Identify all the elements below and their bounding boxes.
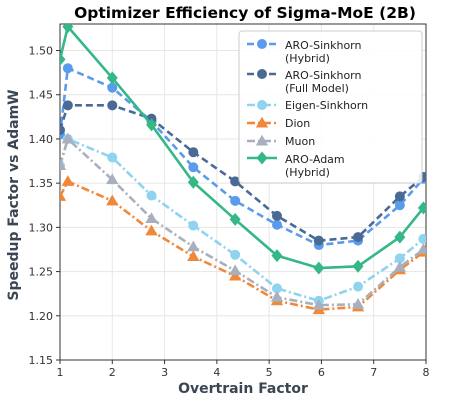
- legend-item-eigen-sinkhorn: Eigen-Sinkhorn: [247, 99, 368, 112]
- data-point: [60, 159, 67, 170]
- legend-box: [238, 30, 423, 184]
- data-point: [61, 175, 75, 186]
- x-tick-label: 3: [161, 366, 168, 379]
- legend: ARO-Sinkhorn (Hybrid) ARO-Sinkhorn (Full Mo…: [238, 30, 423, 184]
- data-point: [353, 281, 364, 292]
- data-point: [145, 212, 158, 224]
- legend-label: ARO-Sinkhorn (Hybrid): [285, 39, 362, 65]
- x-tick-label: 2: [109, 366, 116, 379]
- series-muon: [60, 132, 426, 310]
- data-point: [107, 152, 118, 163]
- data-point: [107, 100, 118, 111]
- y-tick-label: 1.40: [29, 133, 54, 146]
- chart-title: Optimizer Efficiency of Sigma-MoE (2B): [74, 4, 416, 22]
- data-point: [187, 175, 199, 189]
- legend-marker: [255, 134, 269, 146]
- data-point: [60, 125, 65, 136]
- legend-marker: [256, 151, 268, 165]
- series-line: [60, 104, 425, 242]
- data-point: [106, 71, 118, 85]
- legend-marker: [257, 39, 267, 49]
- legend-label: ARO-Adam (Hybrid): [285, 153, 345, 179]
- data-point: [417, 201, 426, 215]
- y-tick-label: 1.30: [29, 221, 54, 234]
- data-point: [270, 290, 284, 302]
- y-axis-ticks: 1.15 1.20 1.25 1.30 1.35 1.40 1.45 1.50: [29, 45, 60, 367]
- data-point: [353, 232, 364, 243]
- data-point: [60, 52, 66, 66]
- data-point: [188, 147, 199, 158]
- data-point: [313, 235, 324, 246]
- legend-marker: [257, 69, 267, 79]
- y-tick-label: 1.45: [29, 89, 54, 102]
- x-tick-label: 1: [57, 366, 64, 379]
- y-tick-label: 1.15: [29, 354, 54, 367]
- series-line: [60, 66, 425, 247]
- data-point: [230, 195, 241, 206]
- data-point: [228, 264, 242, 276]
- y-tick-label: 1.35: [29, 177, 54, 190]
- data-point: [62, 24, 74, 34]
- y-axis-title: Speedup Factor vs AdamW: [6, 89, 22, 300]
- data-point: [145, 118, 158, 132]
- data-point: [106, 194, 119, 206]
- data-point: [228, 269, 242, 281]
- data-point: [312, 298, 325, 310]
- legend-label: Dion: [285, 117, 310, 130]
- series-layer: [60, 24, 426, 315]
- data-point: [394, 200, 405, 211]
- data-point: [271, 210, 282, 221]
- y-tick-label: 1.20: [29, 310, 54, 323]
- x-axis-title: Overtrain Factor: [178, 381, 308, 397]
- data-point: [188, 162, 199, 173]
- x-tick-label: 5: [266, 366, 273, 379]
- data-point: [146, 190, 157, 201]
- legend-item-aro-sinkhorn-hybrid: ARO-Sinkhorn (Hybrid): [247, 39, 362, 65]
- data-point: [62, 63, 73, 74]
- data-point: [352, 259, 364, 273]
- legend-label: Eigen-Sinkhorn: [285, 99, 368, 112]
- series-line: [60, 137, 425, 303]
- data-point: [187, 240, 200, 252]
- data-point: [107, 82, 118, 93]
- legend-item-muon: Muon: [247, 134, 315, 148]
- x-tick-label: 8: [423, 366, 430, 379]
- legend-marker: [255, 116, 269, 128]
- data-point: [188, 220, 199, 231]
- y-tick-label: 1.25: [29, 266, 54, 279]
- data-point: [230, 249, 241, 260]
- data-point: [187, 250, 200, 262]
- data-point: [60, 190, 67, 201]
- data-point: [61, 132, 75, 144]
- data-point: [313, 261, 325, 275]
- data-point: [271, 219, 282, 230]
- data-point: [62, 100, 73, 111]
- y-tick-label: 1.50: [29, 45, 54, 58]
- data-point: [418, 233, 426, 244]
- series-aro-adam-hybrid: [60, 24, 426, 275]
- legend-marker: [257, 100, 267, 110]
- data-point: [230, 176, 241, 187]
- data-point: [271, 249, 283, 263]
- data-point: [145, 224, 158, 236]
- data-point: [106, 173, 119, 185]
- legend-item-aro-adam-hybrid: ARO-Adam (Hybrid): [247, 151, 345, 179]
- data-point: [229, 212, 241, 226]
- data-point: [417, 243, 426, 254]
- legend-label: Muon: [285, 135, 315, 148]
- legend-item-aro-sinkhorn-full-model: ARO-Sinkhorn (Full Model): [247, 69, 362, 95]
- data-point: [394, 230, 406, 244]
- legend-item-dion: Dion: [247, 116, 310, 130]
- data-point: [351, 297, 365, 309]
- x-tick-label: 7: [370, 366, 377, 379]
- data-point: [394, 191, 405, 202]
- legend-label: ARO-Sinkhorn (Full Model): [285, 69, 362, 95]
- x-tick-label: 4: [213, 366, 220, 379]
- data-point: [393, 260, 407, 272]
- x-axis-ticks: 1 2 3 4 5 6 7 8: [57, 360, 430, 379]
- x-tick-label: 6: [318, 366, 325, 379]
